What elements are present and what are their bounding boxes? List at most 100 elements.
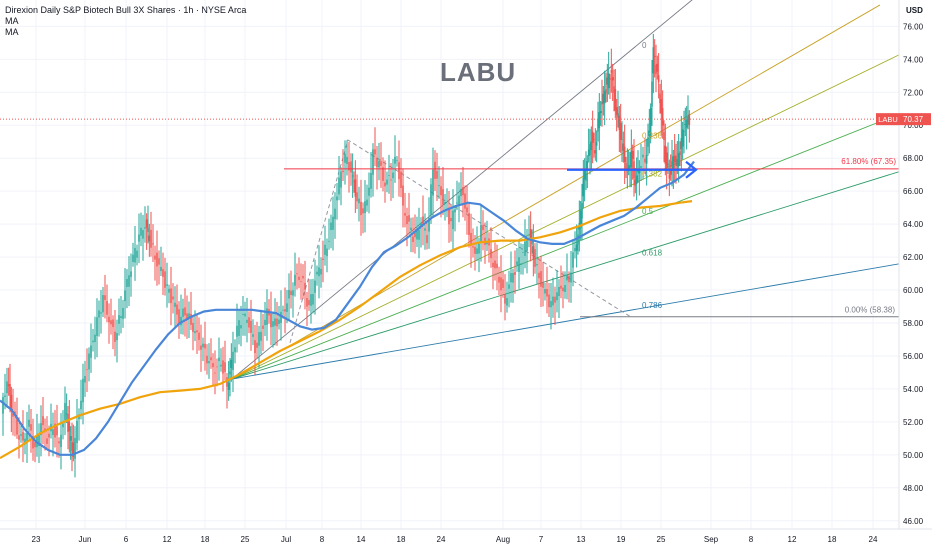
- candle-body: [631, 150, 634, 160]
- fib-level-label: 0: [642, 41, 647, 50]
- candle-body: [464, 193, 466, 209]
- time-tick-label: 25: [657, 535, 666, 544]
- candle-body: [621, 138, 623, 140]
- candle-body: [9, 383, 11, 396]
- ma-slow-line[interactable]: [0, 200, 693, 460]
- candle-body: [538, 272, 540, 279]
- fib-fan-line[interactable]: [231, 0, 700, 380]
- candle-body: [208, 361, 210, 364]
- fib-fan-line[interactable]: [231, 4, 881, 380]
- candle-body: [2, 396, 4, 414]
- candle-body: [80, 400, 82, 410]
- candle-body: [410, 227, 412, 231]
- candle-body: [502, 279, 504, 288]
- legend-ma-fast[interactable]: MA: [5, 16, 19, 26]
- candle-body: [147, 227, 149, 232]
- candle-body: [216, 366, 218, 368]
- candle-body: [116, 333, 118, 341]
- candle-body: [486, 241, 488, 245]
- time-tick-label: Jul: [281, 535, 291, 544]
- candle-body: [683, 131, 685, 132]
- candle-body: [406, 215, 408, 225]
- candle-body: [536, 264, 538, 266]
- candle-body: [86, 369, 88, 371]
- time-tick-label: 18: [201, 535, 210, 544]
- candle-body: [448, 207, 450, 225]
- candle-body: [174, 302, 176, 307]
- candle-body: [474, 246, 476, 254]
- price-tick-label: 52.00: [903, 418, 924, 427]
- dashed-trend-leg[interactable]: [289, 139, 631, 343]
- candle-body: [388, 175, 390, 176]
- candle-body: [67, 413, 69, 433]
- candle-body: [292, 290, 294, 296]
- candle-body: [22, 432, 24, 441]
- candle-body: [54, 423, 56, 438]
- candle-body: [192, 323, 194, 333]
- candle-body: [4, 395, 6, 397]
- candle-body: [534, 249, 536, 267]
- candle-body: [597, 119, 599, 132]
- candle-body: [554, 296, 556, 303]
- candle-body: [240, 325, 242, 329]
- candle-body: [44, 428, 46, 431]
- candle-body: [408, 215, 410, 222]
- candle-body: [615, 107, 618, 115]
- candle-body: [574, 247, 576, 252]
- candle-body: [190, 313, 192, 325]
- candle-body: [418, 229, 420, 240]
- candle-body: [422, 216, 424, 226]
- candle-body: [558, 287, 560, 296]
- candle-body: [504, 294, 506, 304]
- fib-fan-line[interactable]: [231, 170, 901, 380]
- candle-body: [627, 165, 630, 169]
- candle-body: [7, 384, 10, 387]
- price-tick-label: 72.00: [903, 88, 924, 97]
- candle-body: [20, 434, 22, 436]
- fib-fan-line[interactable]: [231, 53, 901, 380]
- candle-body: [230, 359, 233, 369]
- candle-body: [68, 422, 71, 432]
- candle-body: [510, 273, 512, 283]
- candle-body: [24, 438, 26, 445]
- ma-fast-line[interactable]: [0, 160, 695, 456]
- candle-body: [647, 137, 649, 147]
- candle-body: [366, 199, 368, 206]
- candle-body: [629, 167, 631, 169]
- candle-body: [400, 171, 402, 188]
- candle-body: [644, 158, 646, 163]
- candle-body: [308, 300, 310, 306]
- legend-ma-slow[interactable]: MA: [5, 27, 19, 37]
- fib-fan-line[interactable]: [231, 113, 901, 380]
- candle-body: [618, 115, 621, 130]
- candle-body: [76, 420, 78, 444]
- candle-body: [532, 246, 535, 260]
- candle-body: [440, 186, 442, 196]
- candle-body: [130, 271, 132, 277]
- candle-body: [229, 371, 231, 375]
- candle-body: [316, 271, 318, 275]
- candle-body: [672, 156, 675, 170]
- candle-body: [294, 274, 296, 286]
- candle-body: [430, 184, 432, 215]
- price-tick-label: 56.00: [903, 352, 924, 361]
- candle-body: [328, 240, 330, 242]
- candle-body: [144, 227, 146, 229]
- candle-body: [254, 340, 256, 354]
- candle-body: [512, 273, 514, 283]
- candle-body: [152, 243, 154, 245]
- candle-body: [48, 433, 50, 438]
- time-tick-label: 24: [437, 535, 446, 544]
- fib-fan-line[interactable]: [231, 263, 901, 380]
- arrow-head[interactable]: [685, 160, 698, 179]
- ticker-badge: [876, 113, 900, 126]
- candle-body: [444, 201, 446, 205]
- price-tick-label: 58.00: [903, 319, 924, 328]
- candle-body: [622, 143, 625, 151]
- candle-body: [572, 252, 574, 268]
- price-tick-label: 76.00: [903, 22, 924, 31]
- candle-body: [38, 435, 40, 446]
- candle-body: [186, 313, 188, 320]
